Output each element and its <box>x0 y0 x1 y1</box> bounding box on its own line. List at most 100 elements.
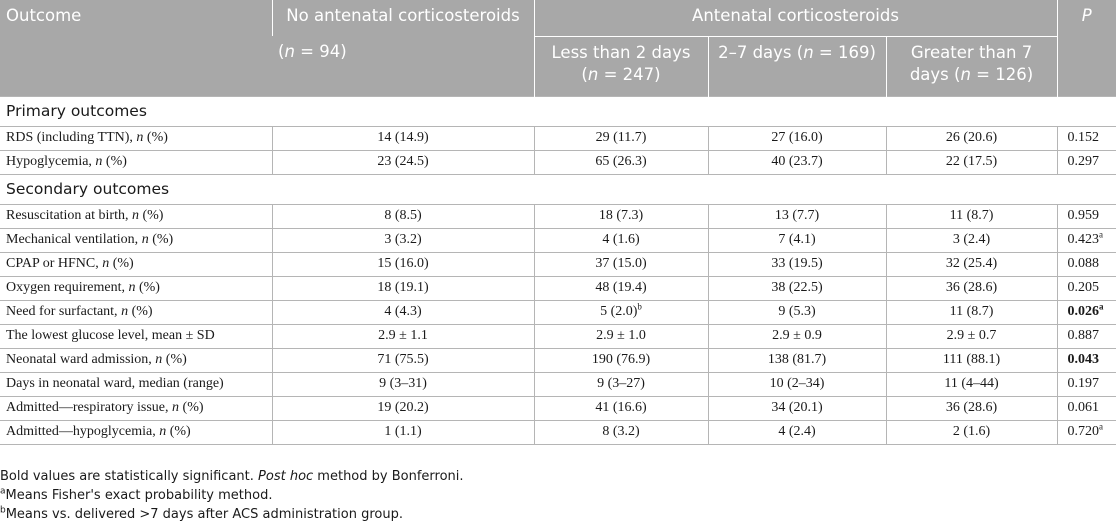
section-row: Secondary outcomes <box>0 173 1116 204</box>
cell-p-value: 0.061 <box>1056 395 1116 420</box>
cell-less-2-days: 18 (7.3) <box>533 203 708 228</box>
table-row: RDS (including TTN), n (%) 14 (14.9) 29 (1… <box>0 125 1116 150</box>
cell-p-value: 0.205 <box>1056 275 1116 300</box>
section-title: Primary outcomes <box>0 95 1116 126</box>
table-row: Days in neonatal ward, median (range) 9 (… <box>0 371 1116 396</box>
cell-outcome: Hypoglycemia, n (%) <box>0 149 272 174</box>
table-row: Neonatal ward admission, n (%) 71 (75.5) 1… <box>0 347 1116 372</box>
cell-less-2-days: 4 (1.6) <box>533 227 708 252</box>
note-b-text: Means vs. delivered >7 days after ACS ad… <box>5 507 403 522</box>
cell-2-7-days: 38 (22.5) <box>707 275 886 300</box>
cell-no-acs: 23 (24.5) <box>271 149 534 174</box>
cell-p-value: 0.043 <box>1056 347 1116 372</box>
cell-no-acs: 1 (1.1) <box>271 419 534 445</box>
cell-greater-7-days: 11 (8.7) <box>885 203 1058 228</box>
table-row: Need for surfactant, n (%) 4 (4.3) 5 (2.0)… <box>0 299 1116 324</box>
cell-greater-7-days: 26 (20.6) <box>885 125 1058 150</box>
cell-outcome: Mechanical ventilation, n (%) <box>0 227 272 252</box>
cell-no-acs: 19 (20.2) <box>271 395 534 420</box>
header-no-acs-n: (n = 94) <box>272 36 534 96</box>
cell-outcome: Admitted—hypoglycemia, n (%) <box>0 419 272 445</box>
note-a-text: Means Fisher's exact probability method. <box>5 488 273 503</box>
cell-outcome: RDS (including TTN), n (%) <box>0 125 272 150</box>
section-title: Secondary outcomes <box>0 173 1116 204</box>
header-sub-less-2-days: Less than 2 days (n = 247) <box>533 35 708 96</box>
cell-outcome: Admitted—respiratory issue, n (%) <box>0 395 272 420</box>
cell-2-7-days: 13 (7.7) <box>707 203 886 228</box>
cell-p-value: 0.423a <box>1056 227 1116 252</box>
note-b: bMeans vs. delivered >7 days after ACS a… <box>0 505 1116 524</box>
cell-2-7-days: 40 (23.7) <box>707 149 886 174</box>
table-row: CPAP or HFNC, n (%) 15 (16.0) 37 (15.0) 33 … <box>0 251 1116 276</box>
cell-no-acs: 4 (4.3) <box>271 299 534 324</box>
cell-greater-7-days: 32 (25.4) <box>885 251 1058 276</box>
section-row: Primary outcomes <box>0 95 1116 126</box>
cell-less-2-days: 48 (19.4) <box>533 275 708 300</box>
header-no-acs: No antenatal corticosteroids <box>271 0 534 36</box>
cell-greater-7-days: 11 (4–44) <box>885 371 1058 396</box>
cell-no-acs: 71 (75.5) <box>271 347 534 372</box>
cell-greater-7-days: 2.9 ± 0.7 <box>885 323 1058 348</box>
cell-less-2-days: 29 (11.7) <box>533 125 708 150</box>
cell-less-2-days: 41 (16.6) <box>533 395 708 420</box>
cell-2-7-days: 33 (19.5) <box>707 251 886 276</box>
cell-p-value: 0.959 <box>1056 203 1116 228</box>
note-a: aMeans Fisher's exact probability method… <box>0 486 1116 505</box>
cell-p-value: 0.720a <box>1056 419 1116 445</box>
cell-outcome: Days in neonatal ward, median (range) <box>0 371 272 396</box>
cell-no-acs: 9 (3–31) <box>271 371 534 396</box>
cell-no-acs: 2.9 ± 1.1 <box>271 323 534 348</box>
cell-no-acs: 18 (19.1) <box>271 275 534 300</box>
cell-2-7-days: 27 (16.0) <box>707 125 886 150</box>
cell-p-value: 0.297 <box>1056 149 1116 174</box>
cell-greater-7-days: 111 (88.1) <box>885 347 1058 372</box>
cell-p-value: 0.197 <box>1056 371 1116 396</box>
cell-outcome: Resuscitation at birth, n (%) <box>0 203 272 228</box>
cell-less-2-days: 8 (3.2) <box>533 419 708 445</box>
cell-p-value: 0.152 <box>1056 125 1116 150</box>
header-sub-greater-7-days: Greater than 7 days (n = 126) <box>885 35 1058 96</box>
cell-p-value: 0.088 <box>1056 251 1116 276</box>
cell-greater-7-days: 3 (2.4) <box>885 227 1058 252</box>
cell-outcome: The lowest glucose level, mean ± SD <box>0 323 272 348</box>
cell-2-7-days: 2.9 ± 0.9 <box>707 323 886 348</box>
cell-2-7-days: 4 (2.4) <box>707 419 886 445</box>
cell-less-2-days: 9 (3–27) <box>533 371 708 396</box>
cell-outcome: Neonatal ward admission, n (%) <box>0 347 272 372</box>
cell-2-7-days: 34 (20.1) <box>707 395 886 420</box>
note-bold: Bold values are statistically significan… <box>0 469 464 484</box>
cell-less-2-days: 37 (15.0) <box>533 251 708 276</box>
cell-outcome: CPAP or HFNC, n (%) <box>0 251 272 276</box>
cell-no-acs: 15 (16.0) <box>271 251 534 276</box>
cell-less-2-days: 65 (26.3) <box>533 149 708 174</box>
results-table: Outcome No antenatal corticosteroids Ant… <box>0 0 1116 445</box>
header-p: P <box>1056 0 1116 96</box>
cell-2-7-days: 138 (81.7) <box>707 347 886 372</box>
header-acs: Antenatal corticosteroids <box>533 0 1058 36</box>
table-notes: Bold values are statistically significan… <box>0 467 1116 524</box>
table-row: Admitted—hypoglycemia, n (%) 1 (1.1) 8 (3.… <box>0 419 1116 445</box>
table-row: Hypoglycemia, n (%) 23 (24.5) 65 (26.3) 40 … <box>0 149 1116 174</box>
header-row-1: Outcome No antenatal corticosteroids Ant… <box>0 0 1116 96</box>
table-row: The lowest glucose level, mean ± SD 2.9 ±… <box>0 323 1116 348</box>
cell-greater-7-days: 22 (17.5) <box>885 149 1058 174</box>
note-b-marker: b <box>0 505 6 516</box>
table-row: Admitted—respiratory issue, n (%) 19 (20.… <box>0 395 1116 420</box>
cell-p-value: 0.026a <box>1056 299 1116 324</box>
cell-p-value: 0.887 <box>1056 323 1116 348</box>
cell-no-acs: 14 (14.9) <box>271 125 534 150</box>
cell-greater-7-days: 2 (1.6) <box>885 419 1058 445</box>
cell-outcome: Need for surfactant, n (%) <box>0 299 272 324</box>
header-outcome: Outcome <box>0 0 272 96</box>
table-row: Resuscitation at birth, n (%) 8 (8.5) 18 (… <box>0 203 1116 228</box>
cell-2-7-days: 10 (2–34) <box>707 371 886 396</box>
cell-less-2-days: 190 (76.9) <box>533 347 708 372</box>
cell-greater-7-days: 11 (8.7) <box>885 299 1058 324</box>
table-row: Oxygen requirement, n (%) 18 (19.1) 48 (19… <box>0 275 1116 300</box>
header-sub-2-7-days: 2–7 days (n = 169) <box>707 35 886 96</box>
cell-no-acs: 8 (8.5) <box>271 203 534 228</box>
cell-greater-7-days: 36 (28.6) <box>885 275 1058 300</box>
cell-no-acs: 3 (3.2) <box>271 227 534 252</box>
note-a-marker: a <box>0 486 6 497</box>
